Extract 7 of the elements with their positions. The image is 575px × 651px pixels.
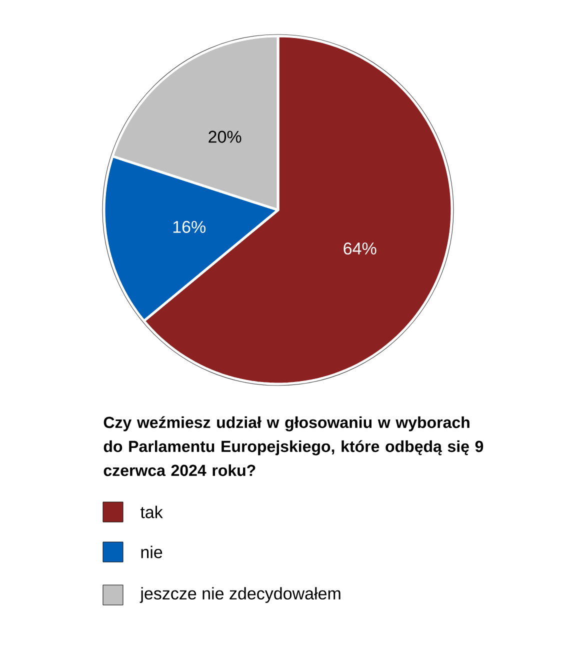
data-label: 64% xyxy=(344,242,376,255)
data-label: 16% xyxy=(173,220,206,233)
legend-label: tak xyxy=(140,506,163,518)
data-label: 20% xyxy=(208,130,242,143)
legend-label: jeszcze nie zdecydowałem xyxy=(140,587,340,603)
text: Czy weźmiesz udział w głosowaniu w wyborach do Parlamentu Europejskiego, które odbędą się 9 czerwca 2024 roku? xyxy=(104,416,484,476)
legend-label: nie xyxy=(141,546,162,558)
